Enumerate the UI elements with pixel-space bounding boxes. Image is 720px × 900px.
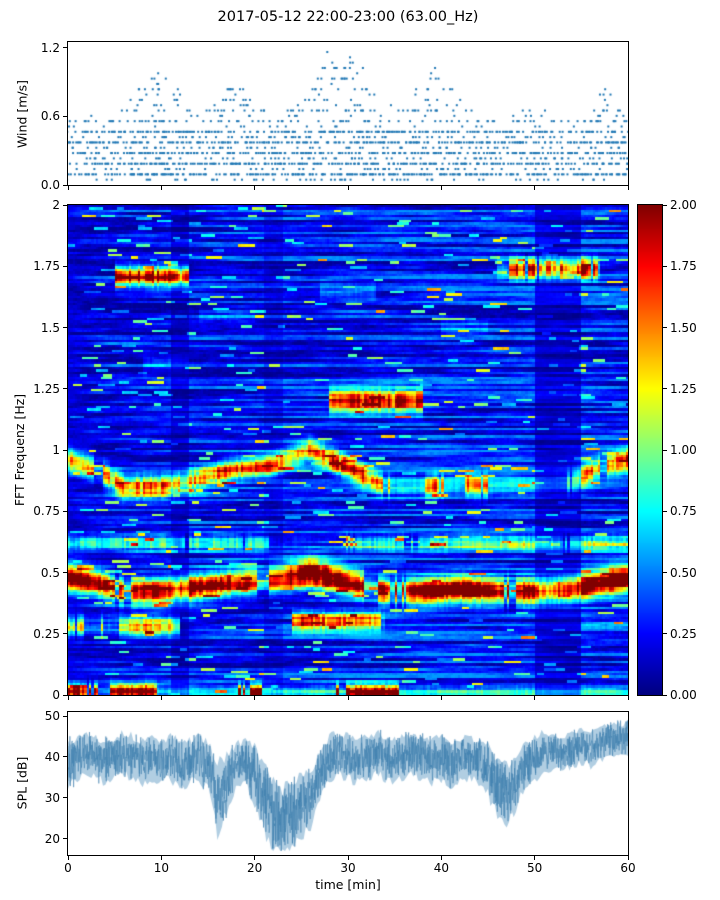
y-tick-mark [63, 327, 67, 328]
colorbar-tick-label: 1.75 [670, 259, 697, 274]
y-tick-label: 2 [52, 198, 60, 212]
x-tick-label: 60 [620, 861, 636, 875]
x-tick-label: 10 [153, 861, 169, 875]
x-tick-mark [534, 186, 536, 190]
x-tick-mark [347, 696, 349, 700]
colorbar-tick-label: 2.00 [670, 198, 697, 212]
y-tick-label: 30 [44, 790, 60, 805]
y-tick-mark [63, 449, 67, 451]
y-tick-label: 0.0 [40, 178, 60, 192]
y-tick-mark [63, 715, 67, 717]
y-tick-mark [63, 756, 67, 758]
y-tick-label: 0.5 [40, 565, 60, 580]
spl-line-canvas [68, 712, 628, 855]
x-tick-mark [534, 696, 536, 700]
y-tick-mark [63, 265, 67, 267]
x-tick-mark [160, 186, 162, 190]
colorbar-tick-mark [663, 449, 667, 451]
y-tick-mark [63, 204, 67, 206]
x-axis-label: time [min] [315, 877, 381, 892]
x-tick-mark [440, 186, 442, 190]
x-tick-mark [440, 856, 442, 860]
colorbar-tick-mark [663, 388, 667, 390]
x-tick-mark [67, 856, 69, 860]
y-tick-label: 0.25 [33, 626, 60, 641]
wind-scatter-canvas [68, 42, 628, 185]
colorbar-tick-mark [663, 510, 667, 512]
y-tick-label: 0.6 [40, 109, 60, 124]
spl-plot [67, 711, 629, 856]
x-tick-mark [160, 856, 162, 860]
y-tick-label: 50 [44, 709, 60, 724]
x-tick-mark [440, 696, 442, 700]
x-tick-mark [627, 856, 629, 860]
x-tick-label: 20 [247, 861, 263, 875]
x-tick-mark [160, 696, 162, 700]
wind-plot [67, 41, 629, 186]
x-tick-mark [67, 186, 69, 190]
y-tick-mark [63, 388, 67, 390]
y-tick-mark [63, 633, 67, 635]
x-tick-mark [254, 186, 256, 190]
y-tick-label: 1.25 [33, 381, 60, 396]
colorbar-tick-label: 0.25 [670, 626, 697, 641]
x-tick-mark [347, 856, 349, 860]
colorbar-tick-mark [663, 327, 667, 328]
y-tick-mark [63, 572, 67, 573]
colorbar-tick-label: 0.50 [670, 565, 697, 580]
x-tick-mark [627, 696, 629, 700]
x-tick-label: 50 [527, 861, 543, 875]
y-tick-label: 0 [52, 688, 60, 702]
colorbar-tick-mark [663, 204, 667, 206]
x-tick-mark [534, 856, 536, 860]
colorbar-tick-mark [663, 633, 667, 635]
colorbar-tick-label: 1.50 [670, 320, 697, 335]
x-tick-mark [347, 186, 349, 190]
colorbar [637, 204, 663, 696]
figure-title: 2017-05-12 22:00-23:00 (63.00_Hz) [217, 9, 479, 25]
x-tick-mark [254, 856, 256, 860]
spectrogram-heatmap-canvas [68, 205, 628, 695]
colorbar-tick-mark [663, 572, 667, 573]
colorbar-tick-label: 0.75 [670, 504, 697, 519]
colorbar-canvas [638, 205, 662, 695]
colorbar-tick-label: 1.00 [670, 443, 697, 457]
x-tick-label: 0 [64, 861, 72, 875]
y-tick-mark [63, 47, 67, 49]
y-tick-mark [63, 838, 67, 840]
x-tick-label: 30 [340, 861, 356, 875]
colorbar-tick-mark [663, 265, 667, 267]
y-tick-mark [63, 184, 67, 186]
y-tick-label: 20 [44, 831, 60, 846]
y-tick-label: 40 [44, 749, 60, 764]
y-tick-mark [63, 510, 67, 512]
y-tick-mark [63, 797, 67, 799]
y-tick-label: 1.5 [40, 320, 60, 335]
colorbar-tick-label: 0.00 [670, 688, 697, 702]
y-tick-mark [63, 115, 67, 117]
x-tick-label: 40 [433, 861, 449, 875]
colorbar-tick-label: 1.25 [670, 381, 697, 396]
x-tick-mark [254, 696, 256, 700]
colorbar-tick-mark [663, 694, 667, 696]
y-tick-mark [63, 694, 67, 696]
x-tick-mark [627, 186, 629, 190]
y-tick-label: 1 [52, 443, 60, 457]
y-tick-label: 0.75 [33, 504, 60, 519]
x-tick-mark [67, 696, 69, 700]
y-tick-label: 1.2 [40, 40, 60, 55]
y-tick-label: 1.75 [33, 259, 60, 274]
spectrogram-plot [67, 204, 629, 696]
